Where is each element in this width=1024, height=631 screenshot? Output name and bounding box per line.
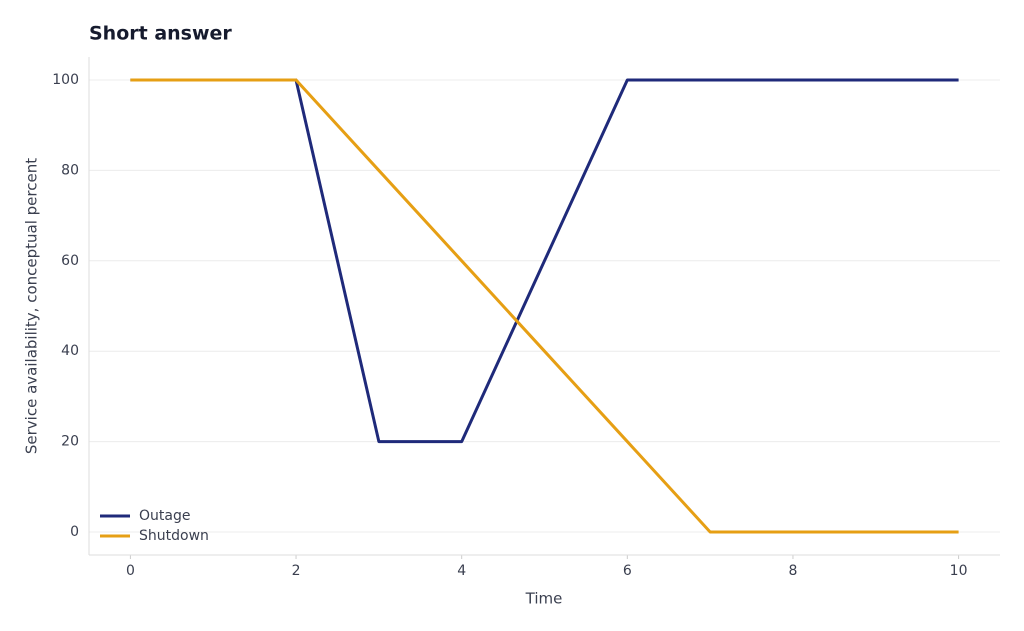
x-tick-label: 8 xyxy=(788,563,797,579)
legend-label: Outage xyxy=(139,508,190,524)
x-tick-label: 4 xyxy=(457,563,466,579)
y-tick-label: 40 xyxy=(61,343,79,359)
x-tick-label: 6 xyxy=(623,563,632,579)
x-tick-label: 10 xyxy=(950,563,968,579)
y-tick-label: 60 xyxy=(61,253,79,269)
chart-title: Short answer xyxy=(89,23,232,45)
x-tick-label: 2 xyxy=(292,563,301,579)
y-tick-label: 0 xyxy=(70,524,79,540)
x-tick-label: 0 xyxy=(126,563,135,579)
legend-label: Shutdown xyxy=(139,528,209,544)
y-tick-label: 100 xyxy=(52,72,79,88)
y-tick-label: 20 xyxy=(61,434,79,450)
series-line xyxy=(130,78,959,534)
y-axis-label: Service availability, conceptual percent xyxy=(23,158,41,454)
y-tick-label: 80 xyxy=(61,162,79,178)
x-axis-label: Time xyxy=(525,590,563,608)
